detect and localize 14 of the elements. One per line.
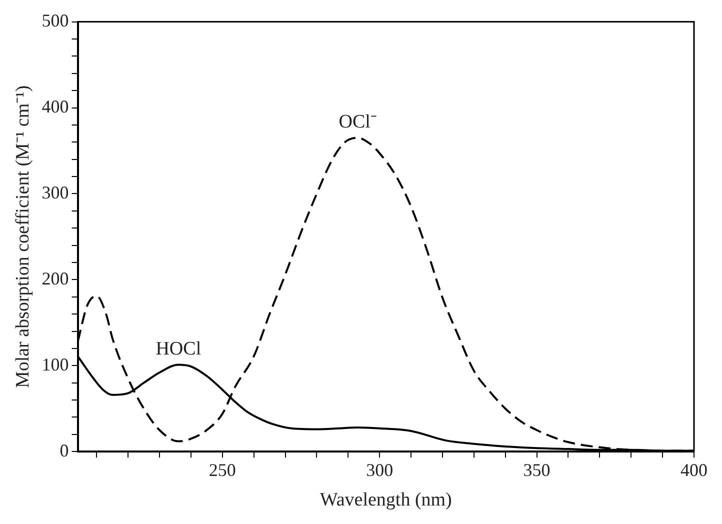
y-tick-label: 500 <box>42 10 69 31</box>
x-tick-label: 300 <box>366 460 394 480</box>
y-tick-label: 200 <box>42 268 69 288</box>
y-tick-label: 100 <box>42 354 69 374</box>
x-axis-title: Wavelength (nm) <box>320 490 452 511</box>
annotation: HOCl <box>156 338 202 360</box>
y-tick-label: 400 <box>42 96 69 116</box>
annotation: OCl⁻ <box>338 111 376 132</box>
x-tick-label: 400 <box>680 460 708 480</box>
x-tick-label: 250 <box>208 460 236 480</box>
x-tick-label: 350 <box>523 460 550 480</box>
y-tick-label: 300 <box>42 182 69 202</box>
y-tick-label: 0 <box>60 440 69 460</box>
y-axis-title: Molar absorption coefficient (M⁻¹ cm⁻¹) <box>12 85 34 388</box>
